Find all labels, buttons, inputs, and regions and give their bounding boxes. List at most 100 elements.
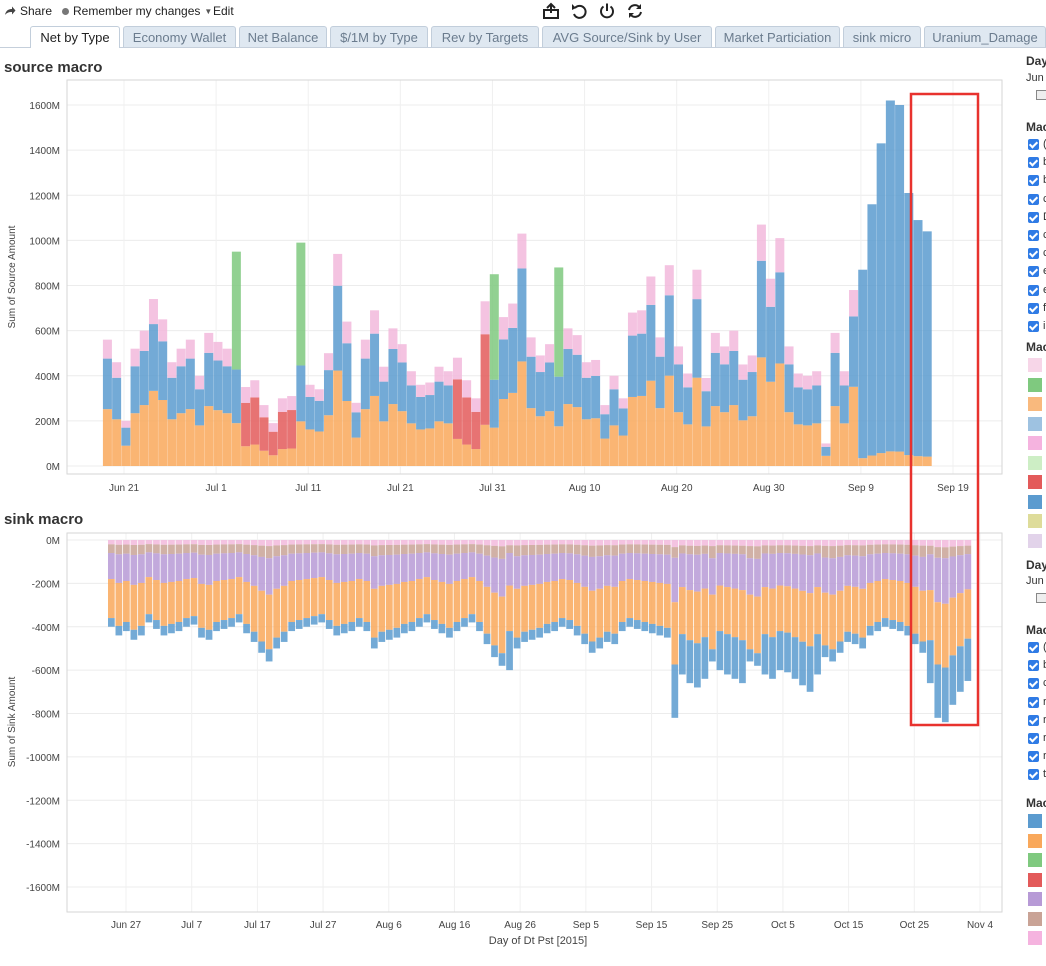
sink-bar-segment xyxy=(228,540,235,545)
day-range-slider[interactable] xyxy=(1036,90,1046,100)
share-button[interactable]: Share xyxy=(4,4,52,18)
macro-filter-checkbox[interactable] xyxy=(1028,230,1039,241)
sink-bar-segment xyxy=(190,578,198,617)
remember-changes-dropdown[interactable]: Remember my changes ▼ xyxy=(62,4,212,18)
sink-bar-segment xyxy=(250,631,258,642)
source-bar-segment xyxy=(268,455,278,466)
source-bar-segment xyxy=(406,371,416,386)
sink-macro-filter-checkbox[interactable] xyxy=(1028,733,1039,744)
source-bar-segment xyxy=(554,426,564,466)
sink-bar-segment xyxy=(844,540,851,546)
sink-bar-segment xyxy=(746,558,754,595)
sink-bar-segment xyxy=(265,649,273,662)
macro-filter-checkbox[interactable] xyxy=(1028,302,1039,314)
x-tick-label: Oct 15 xyxy=(834,920,864,931)
source-bar-segment xyxy=(664,375,674,466)
sink-day-range-slider[interactable] xyxy=(1036,593,1046,603)
tab-net-balance[interactable]: Net Balance xyxy=(239,26,327,47)
sink-bar-segment xyxy=(904,625,912,636)
macro-filter-label: c xyxy=(1043,229,1046,241)
tab-net-by-type[interactable]: Net by Type xyxy=(30,26,120,48)
macro-filter-checkbox[interactable] xyxy=(1028,193,1039,205)
legend-swatch xyxy=(1028,911,1042,926)
power-icon[interactable] xyxy=(598,2,616,20)
sink-bar-segment xyxy=(844,585,851,632)
macro-filter-checkbox[interactable] xyxy=(1028,157,1039,169)
macro-filter-checkbox[interactable] xyxy=(1028,175,1039,187)
sink-macro-filter-checkbox[interactable] xyxy=(1028,696,1039,708)
sink-bar-segment xyxy=(558,553,566,580)
sink-bar-segment xyxy=(596,637,604,649)
undo-icon[interactable] xyxy=(570,2,588,20)
sink-bar-segment xyxy=(423,540,431,545)
source-bar-segment xyxy=(462,380,472,398)
source-bar-segment xyxy=(102,358,112,410)
source-bar-segment xyxy=(250,380,260,398)
y-tick-label: 1000M xyxy=(29,236,60,247)
legend-swatch xyxy=(1028,514,1042,528)
sink-bar-segment xyxy=(611,555,619,587)
source-bar-segment xyxy=(176,413,186,466)
source-bar-segment xyxy=(517,361,527,466)
macro-filter-checkbox[interactable] xyxy=(1028,321,1039,332)
refresh-icon[interactable] xyxy=(626,2,644,20)
sink-bar-segment xyxy=(889,620,897,629)
source-bar-segment xyxy=(627,396,637,466)
source-bar-segment xyxy=(471,411,481,450)
sink-bar-segment xyxy=(671,602,679,665)
y-tick-label: 1600M xyxy=(29,101,60,112)
macro-filter-checkbox[interactable] xyxy=(1028,248,1039,260)
sink-macro-filter-checkbox[interactable] xyxy=(1028,714,1039,726)
sink-bar-segment xyxy=(513,556,521,589)
sink-bar-segment xyxy=(799,590,806,642)
source-bar-segment xyxy=(287,396,297,411)
sink-bar-segment xyxy=(611,586,619,634)
source-bar-segment xyxy=(839,423,849,466)
source-bar-segment xyxy=(646,276,656,305)
macro-filter-label: c xyxy=(1043,247,1046,260)
macro-filter-checkbox[interactable] xyxy=(1028,211,1039,223)
export-icon[interactable] xyxy=(542,2,560,20)
macro-filter-checkbox[interactable] xyxy=(1028,284,1039,296)
sink-macro-filter-checkbox[interactable] xyxy=(1028,678,1039,690)
tab-per-1m-by-type[interactable]: $/1M by Type xyxy=(330,26,428,47)
source-axes: 0M 200M 400M 600M 800M 1000M 1200M 1400M 1600M Ju… xyxy=(29,101,969,494)
sink-bar-segment xyxy=(213,540,220,545)
source-bar-segment xyxy=(167,362,177,378)
sink-bar-segment xyxy=(851,586,859,634)
sink-bar-segment xyxy=(671,557,679,603)
sink-macro-filter-checkbox[interactable] xyxy=(1028,642,1039,653)
sink-bar-segment xyxy=(130,554,138,585)
sink-bar-segment xyxy=(235,552,243,578)
sink-bar-segment xyxy=(799,641,806,686)
sink-bar-segment xyxy=(746,594,754,650)
sink-bar-segment xyxy=(228,544,235,554)
source-bar-segment xyxy=(397,411,407,466)
tab-sink-micro[interactable]: sink micro xyxy=(843,26,921,47)
tab-economy-wallet[interactable]: Economy Wallet xyxy=(123,26,236,47)
sink-bar-segment xyxy=(686,540,694,546)
macro-filter-checkbox[interactable] xyxy=(1028,266,1039,278)
sink-macro-filter-checkbox[interactable] xyxy=(1028,660,1039,672)
sink-bar-segment xyxy=(431,620,438,629)
tab-market-particiation[interactable]: Market Particiation xyxy=(715,26,840,47)
macro-filter-label: D xyxy=(1043,211,1046,223)
sink-macro-filter-checkbox[interactable] xyxy=(1028,751,1039,763)
macro-filter-checkbox[interactable] xyxy=(1028,139,1039,150)
source-bar-segment xyxy=(250,444,260,466)
caret-down-icon: ▼ xyxy=(204,6,213,16)
tab-uranium-damage[interactable]: Uranium_Damage xyxy=(924,26,1046,47)
sink-macro-filter-checkbox[interactable] xyxy=(1028,769,1039,781)
tab-rev-by-targets[interactable]: Rev by Targets xyxy=(431,26,539,47)
sink-bar-segment xyxy=(814,587,821,635)
sink-bar-segment xyxy=(694,643,701,688)
source-bar-segment xyxy=(830,406,840,466)
sink-bar-segment xyxy=(663,540,671,545)
sink-bar-segment xyxy=(581,555,589,587)
sink-bar-segment xyxy=(709,546,716,559)
sink-bar-segment xyxy=(528,584,536,630)
sink-bar-segment xyxy=(956,540,964,547)
sink-bar-segment xyxy=(686,545,694,555)
edit-button[interactable]: Edit xyxy=(213,4,234,18)
tab-avg-source-sink-by-user[interactable]: AVG Source/Sink by User xyxy=(542,26,712,47)
